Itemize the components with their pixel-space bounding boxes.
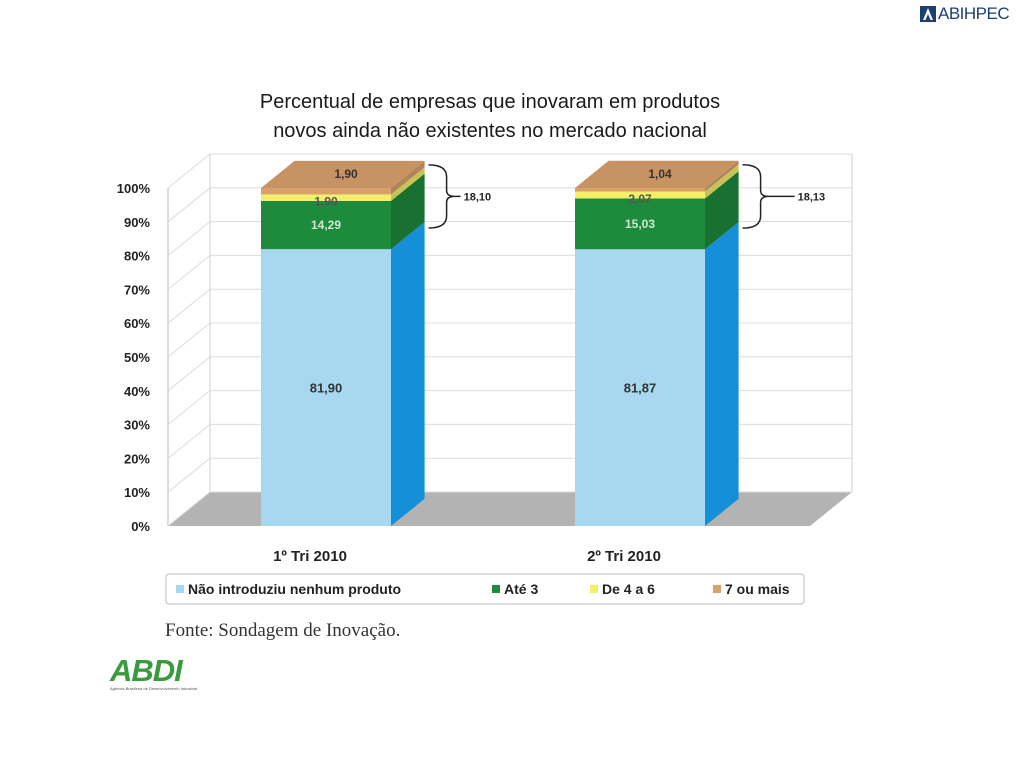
gridline-diagonal — [167, 288, 211, 324]
bracket-label: 18,10 — [464, 191, 492, 203]
y-tick-label: 60% — [124, 316, 150, 331]
abdi-logo: ABDI Agência Brasileira de Desenvolvimen… — [110, 655, 205, 695]
x-category-label: 1º Tri 2010 — [273, 548, 347, 565]
y-tick-label: 70% — [124, 282, 150, 297]
bar-segment-front — [261, 249, 391, 527]
legend-swatch — [176, 585, 184, 593]
chart-title-line-1: Percentual de empresas que inovaram em p… — [259, 91, 721, 113]
bar-segment-front — [575, 249, 705, 526]
data-label: 1,04 — [648, 167, 672, 181]
gridline-diagonal — [167, 457, 211, 493]
gridline-diagonal — [167, 187, 211, 223]
y-tick-label: 10% — [124, 485, 150, 500]
bar-segment-front — [261, 200, 391, 250]
gridline-diagonal — [167, 424, 211, 459]
x-category-label: 2º Tri 2010 — [587, 548, 661, 565]
bar-segment-side — [705, 164, 739, 199]
legend-swatch — [713, 585, 721, 593]
bar-segment-side — [705, 222, 739, 526]
legend-label: Até 3 — [504, 581, 538, 597]
bar-segment-front — [575, 198, 705, 250]
gridline-diagonal — [167, 322, 211, 358]
abdi-logo-subtitle: Agência Brasileira de Desenvolvimento In… — [110, 686, 197, 691]
y-tick-label: 30% — [124, 418, 150, 433]
y-tick-label: 0% — [131, 519, 150, 534]
bar-segment-side — [705, 171, 739, 250]
gridline-diagonal — [167, 491, 211, 527]
data-label: 1,90 — [314, 195, 338, 209]
data-label: 14,29 — [311, 218, 341, 232]
y-tick-label: 40% — [124, 384, 150, 399]
data-label: 1,90 — [334, 167, 358, 181]
bar-segment-side — [391, 221, 425, 526]
y-tick-label: 50% — [124, 350, 150, 365]
y-tick-label: 100% — [117, 181, 151, 196]
legend-swatch — [590, 585, 598, 593]
chart-title-line-2: novos ainda não existentes no mercado na… — [273, 120, 707, 142]
legend-label: 7 ou mais — [725, 581, 790, 597]
legend-label: De 4 a 6 — [602, 581, 655, 597]
bar-top-face — [261, 160, 425, 189]
bar-segment-front — [261, 188, 391, 195]
bar-segment-front — [575, 191, 705, 199]
abdi-logo-word: ABDI — [110, 653, 183, 688]
legend-label: Não introduziu nenhum produto — [188, 581, 401, 597]
bar-segment-side — [391, 173, 425, 250]
bar-segment-side — [391, 160, 425, 195]
abihpec-mark-icon — [920, 6, 936, 22]
abihpec-logo-text: ABIHPEC — [938, 4, 1010, 23]
bar-segment-side — [391, 167, 425, 201]
bar-segment-front — [575, 187, 705, 192]
data-label: 15,03 — [625, 217, 655, 231]
y-tick-label: 80% — [124, 249, 150, 264]
data-label: 81,90 — [310, 381, 343, 396]
bar-segment-side — [705, 160, 739, 192]
gridline-diagonal — [167, 221, 211, 256]
gridline-diagonal — [167, 255, 211, 290]
gridline-diagonal — [167, 390, 211, 425]
legend-box — [165, 573, 805, 605]
source-note: Fonte: Sondagem de Inovação. — [165, 620, 401, 641]
gridline-diagonal — [167, 153, 211, 189]
abihpec-logo: ABIHPEC — [920, 3, 1010, 25]
chart-title: Percentual de empresas que inovaram em p… — [160, 88, 820, 146]
legend-swatch — [492, 585, 500, 593]
y-tick-label: 20% — [124, 451, 150, 466]
data-label: 81,87 — [624, 381, 657, 396]
bracket-label: 18,13 — [798, 191, 826, 203]
y-tick-label: 90% — [124, 215, 150, 230]
bar-segment-front — [261, 194, 391, 201]
gridline-diagonal — [167, 356, 211, 392]
data-label: 2,07 — [628, 192, 652, 206]
bar-top-face — [575, 160, 739, 188]
